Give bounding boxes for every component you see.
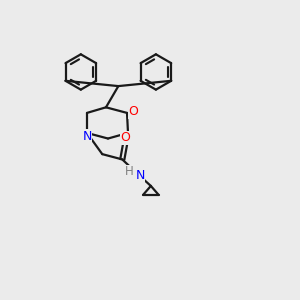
Text: N: N <box>82 130 92 143</box>
Text: O: O <box>120 131 130 144</box>
Text: O: O <box>128 105 138 118</box>
Text: N: N <box>135 169 145 182</box>
Text: H: H <box>125 165 134 178</box>
